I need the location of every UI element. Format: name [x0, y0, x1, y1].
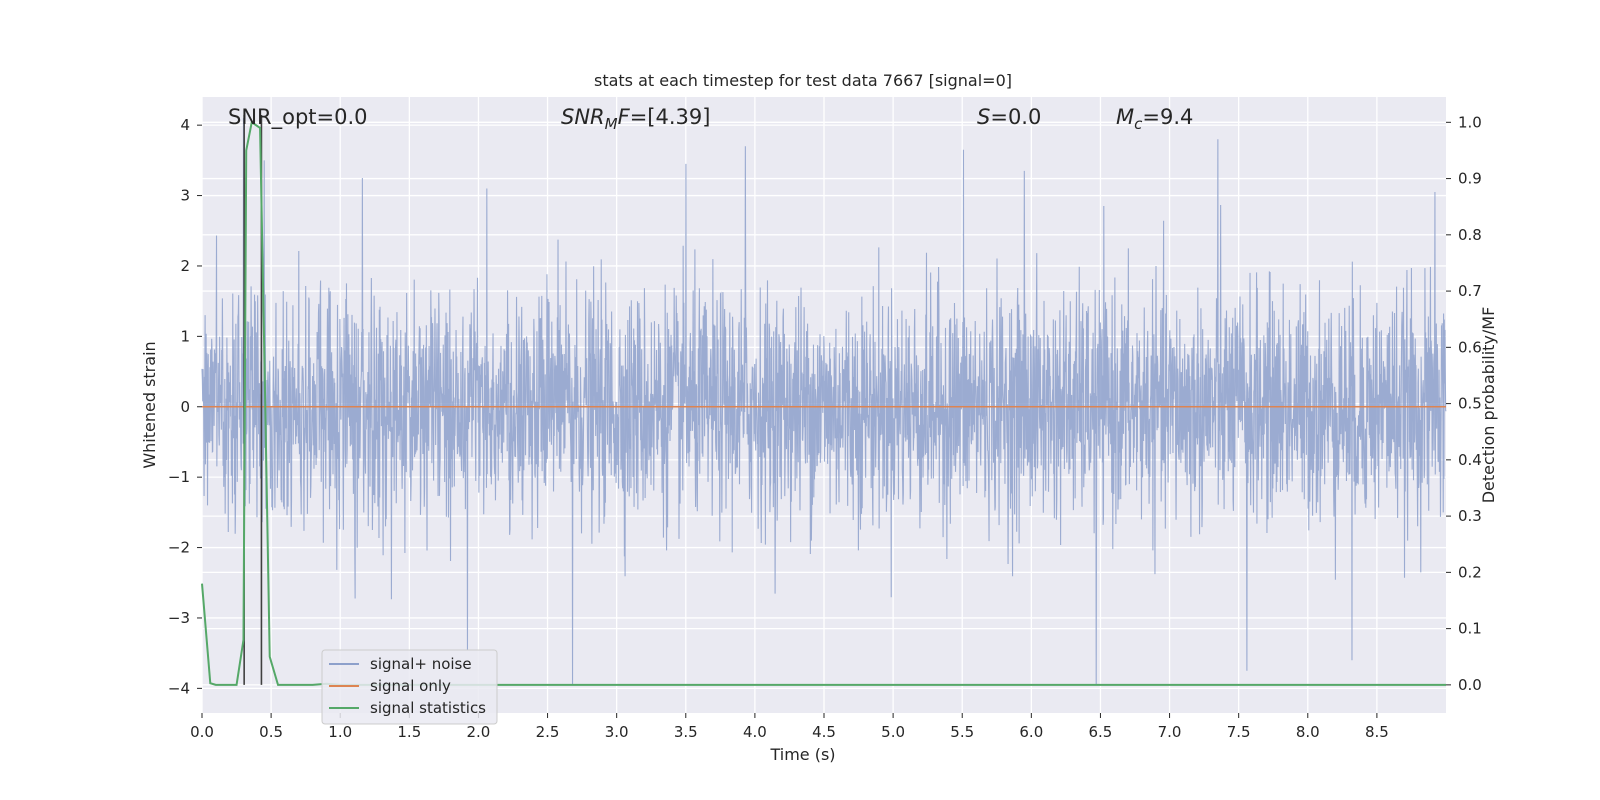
x-tick-label: 2.0 [467, 723, 491, 741]
y-right-tick-label: 0.0 [1458, 676, 1482, 694]
x-tick-label: 1.0 [328, 723, 352, 741]
y-left-tick-label: 1 [180, 327, 190, 345]
x-tick-label: 6.0 [1019, 723, 1043, 741]
x-tick-label: 0.0 [190, 723, 214, 741]
chart-title: stats at each timestep for test data 766… [594, 71, 1012, 90]
x-axis-label: Time (s) [769, 745, 835, 764]
y-left-tick-label: 3 [180, 187, 190, 205]
y-axis-left-label: Whitened strain [140, 341, 159, 468]
x-tick-label: 0.5 [259, 723, 283, 741]
signal-statistics-line [201, 120, 1446, 686]
y-left-tick-label: −3 [168, 609, 190, 627]
series-signal-noise [201, 118, 1447, 685]
annotations: SNR_opt=0.0 SNRMF=[4.39] S=0.0 Mc=9.4 [228, 105, 1193, 133]
y-right-tick-label: 0.7 [1458, 282, 1482, 300]
x-axis-ticks: 0.0 0.5 1.0 1.5 2.0 2.5 3.0 3.5 4.0 4.5 5.0 5.5 6.0 6… [190, 713, 1389, 741]
annotation-s-value: S=0.0 [977, 105, 1041, 129]
y-left-tick-label: −4 [168, 679, 190, 697]
y-right-tick-label: 0.3 [1458, 507, 1482, 525]
x-tick-label: 7.0 [1158, 723, 1182, 741]
y-axis-right-label: Detection probability/MF [1479, 307, 1498, 504]
x-tick-label: 5.0 [881, 723, 905, 741]
legend-box [321, 649, 498, 725]
y-right-tick-label: 0.6 [1458, 338, 1482, 356]
y-right-tick-label: 0.8 [1458, 226, 1482, 244]
x-tick-label: 4.5 [812, 723, 836, 741]
y-right-tick-label: 0.2 [1458, 563, 1482, 581]
y-left-tick-label: 2 [180, 257, 190, 275]
x-tick-label: 4.0 [743, 723, 767, 741]
annotation-snr-mf: SNRMF=[4.39] [561, 105, 710, 133]
x-tick-label: 2.5 [536, 723, 560, 741]
x-tick-label: 6.5 [1089, 723, 1113, 741]
x-tick-label: 5.5 [950, 723, 974, 741]
y-left-tick-label: −1 [168, 468, 190, 486]
y-right-tick-label: 0.5 [1458, 395, 1482, 413]
y-right-tick-label: 0.4 [1458, 451, 1482, 469]
y-left-tick-label: 4 [180, 116, 190, 134]
y-axis-right-ticks: 1.0 0.9 0.8 0.7 0.6 0.5 0.4 0.3 0.2 0.1 0.0 [1446, 113, 1482, 694]
y-right-tick-label: 0.9 [1458, 170, 1482, 188]
y-left-tick-label: 0 [180, 398, 190, 416]
series-signal-statistics [201, 120, 1446, 686]
annotation-snr-opt: SNR_opt=0.0 [228, 105, 368, 130]
annotation-mc-value: Mc=9.4 [1116, 105, 1193, 133]
legend-label: signal+ noise [370, 655, 472, 673]
x-tick-label: 7.5 [1227, 723, 1251, 741]
y-left-tick-label: −2 [168, 539, 190, 557]
x-tick-label: 8.0 [1296, 723, 1320, 741]
y-right-tick-label: 1.0 [1458, 113, 1482, 131]
x-tick-label: 1.5 [397, 723, 421, 741]
legend: signal+ noise signal only signal statistic… [321, 649, 498, 725]
y-right-tick-label: 0.1 [1458, 620, 1482, 638]
legend-label: signal statistics [370, 699, 486, 717]
noise-line [201, 118, 1447, 685]
x-tick-label: 3.5 [674, 723, 698, 741]
x-tick-label: 3.0 [605, 723, 629, 741]
y-axis-left-ticks: 4 3 2 1 0 −1 −2 −3 −4 [168, 116, 202, 697]
x-tick-label: 8.5 [1365, 723, 1389, 741]
legend-label: signal only [370, 677, 451, 695]
